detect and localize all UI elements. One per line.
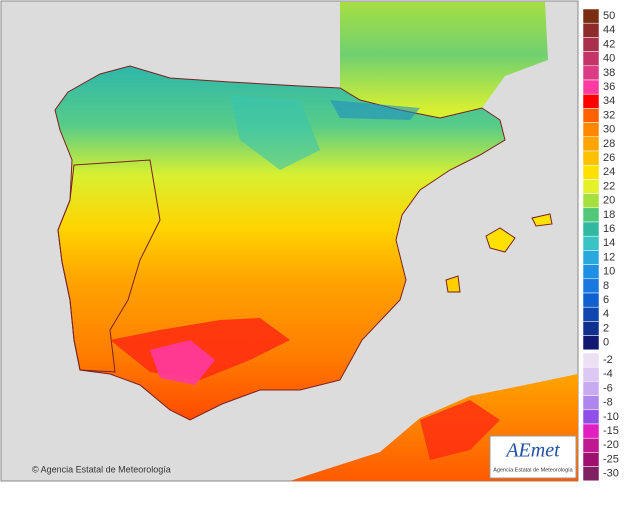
legend-swatch [582,466,600,482]
border [57,159,161,373]
legend-label: -30 [603,468,619,480]
legend-label: 16 [603,223,615,235]
legend-label: 34 [603,95,615,107]
legend-label: -4 [603,368,613,380]
legend-swatch [582,136,600,152]
legend-label: 22 [603,180,615,192]
legend-label: -15 [603,425,619,437]
legend-swatch [582,79,600,95]
cool-area [230,95,320,170]
legend-label: 4 [603,308,609,320]
legend-swatch [582,207,600,223]
island [531,213,553,227]
legend-label: 0 [603,337,609,349]
legend-label: 10 [603,266,615,278]
credit: © Agencia Estatal de Meteorología [32,464,171,474]
legend-swatch [582,423,600,439]
legend-swatch [582,250,600,265]
legend-swatch [582,193,600,209]
legend-swatch [582,278,600,294]
legend-swatch [582,22,600,38]
legend-swatch [582,93,600,109]
legend-label: 36 [603,81,615,93]
legend-swatch [582,221,600,237]
legend-swatch [582,381,600,396]
cool-area [330,100,420,120]
legend-label: 28 [603,138,615,150]
legend-label: 12 [603,251,615,263]
legend-swatch [582,235,600,251]
legend-swatch [582,437,600,453]
legend-label: 40 [603,53,615,65]
legend-label: 30 [603,124,615,136]
legend-label: 20 [603,195,615,207]
legend-label: -10 [603,411,619,423]
legend-swatch [582,452,600,467]
legend-swatch [582,409,600,425]
legend-label: 2 [603,322,609,334]
legend-swatch [582,8,600,24]
legend-label: -2 [603,354,613,366]
legend-label: 32 [603,109,615,121]
legend-label: 24 [603,166,615,178]
island [485,227,516,253]
legend-label: 6 [603,294,609,306]
logo-subtitle: Agencia Estatal de Meteorología [493,467,573,473]
legend-swatch [582,122,600,138]
legend-swatch [582,352,600,368]
legend-label: 18 [603,209,615,221]
legend-swatch [582,335,600,351]
legend-swatch [582,264,600,280]
legend-label: -20 [603,439,619,451]
legend-swatch [582,150,600,166]
legend-swatch [582,108,600,123]
legend-label: -25 [603,453,619,465]
legend-label: 8 [603,280,609,292]
legend-swatch [582,395,600,411]
legend-swatch [582,164,600,180]
hot-area [420,400,500,460]
legend-swatch [582,306,600,322]
legend-label: 44 [603,24,615,36]
legend-label: 42 [603,38,615,50]
island [445,275,461,293]
logo-box [489,435,577,479]
legend-swatch [582,37,600,52]
legend-label: 38 [603,67,615,79]
legend-swatch [582,321,600,336]
legend-label: -8 [603,397,613,409]
hot-area [150,340,215,385]
legend-swatch [582,179,600,194]
legend-swatch [582,366,600,382]
legend-swatch [582,65,600,81]
legend-label: 50 [603,10,615,22]
legend: 5044424038363432302826242220181614121086… [582,8,619,482]
legend-label: -6 [603,382,613,394]
logo: AEmet [504,440,560,462]
legend-swatch [582,51,600,67]
legend-label: 14 [603,237,615,249]
france-region [340,2,548,118]
legend-label: 26 [603,152,615,164]
legend-swatch [582,292,600,308]
